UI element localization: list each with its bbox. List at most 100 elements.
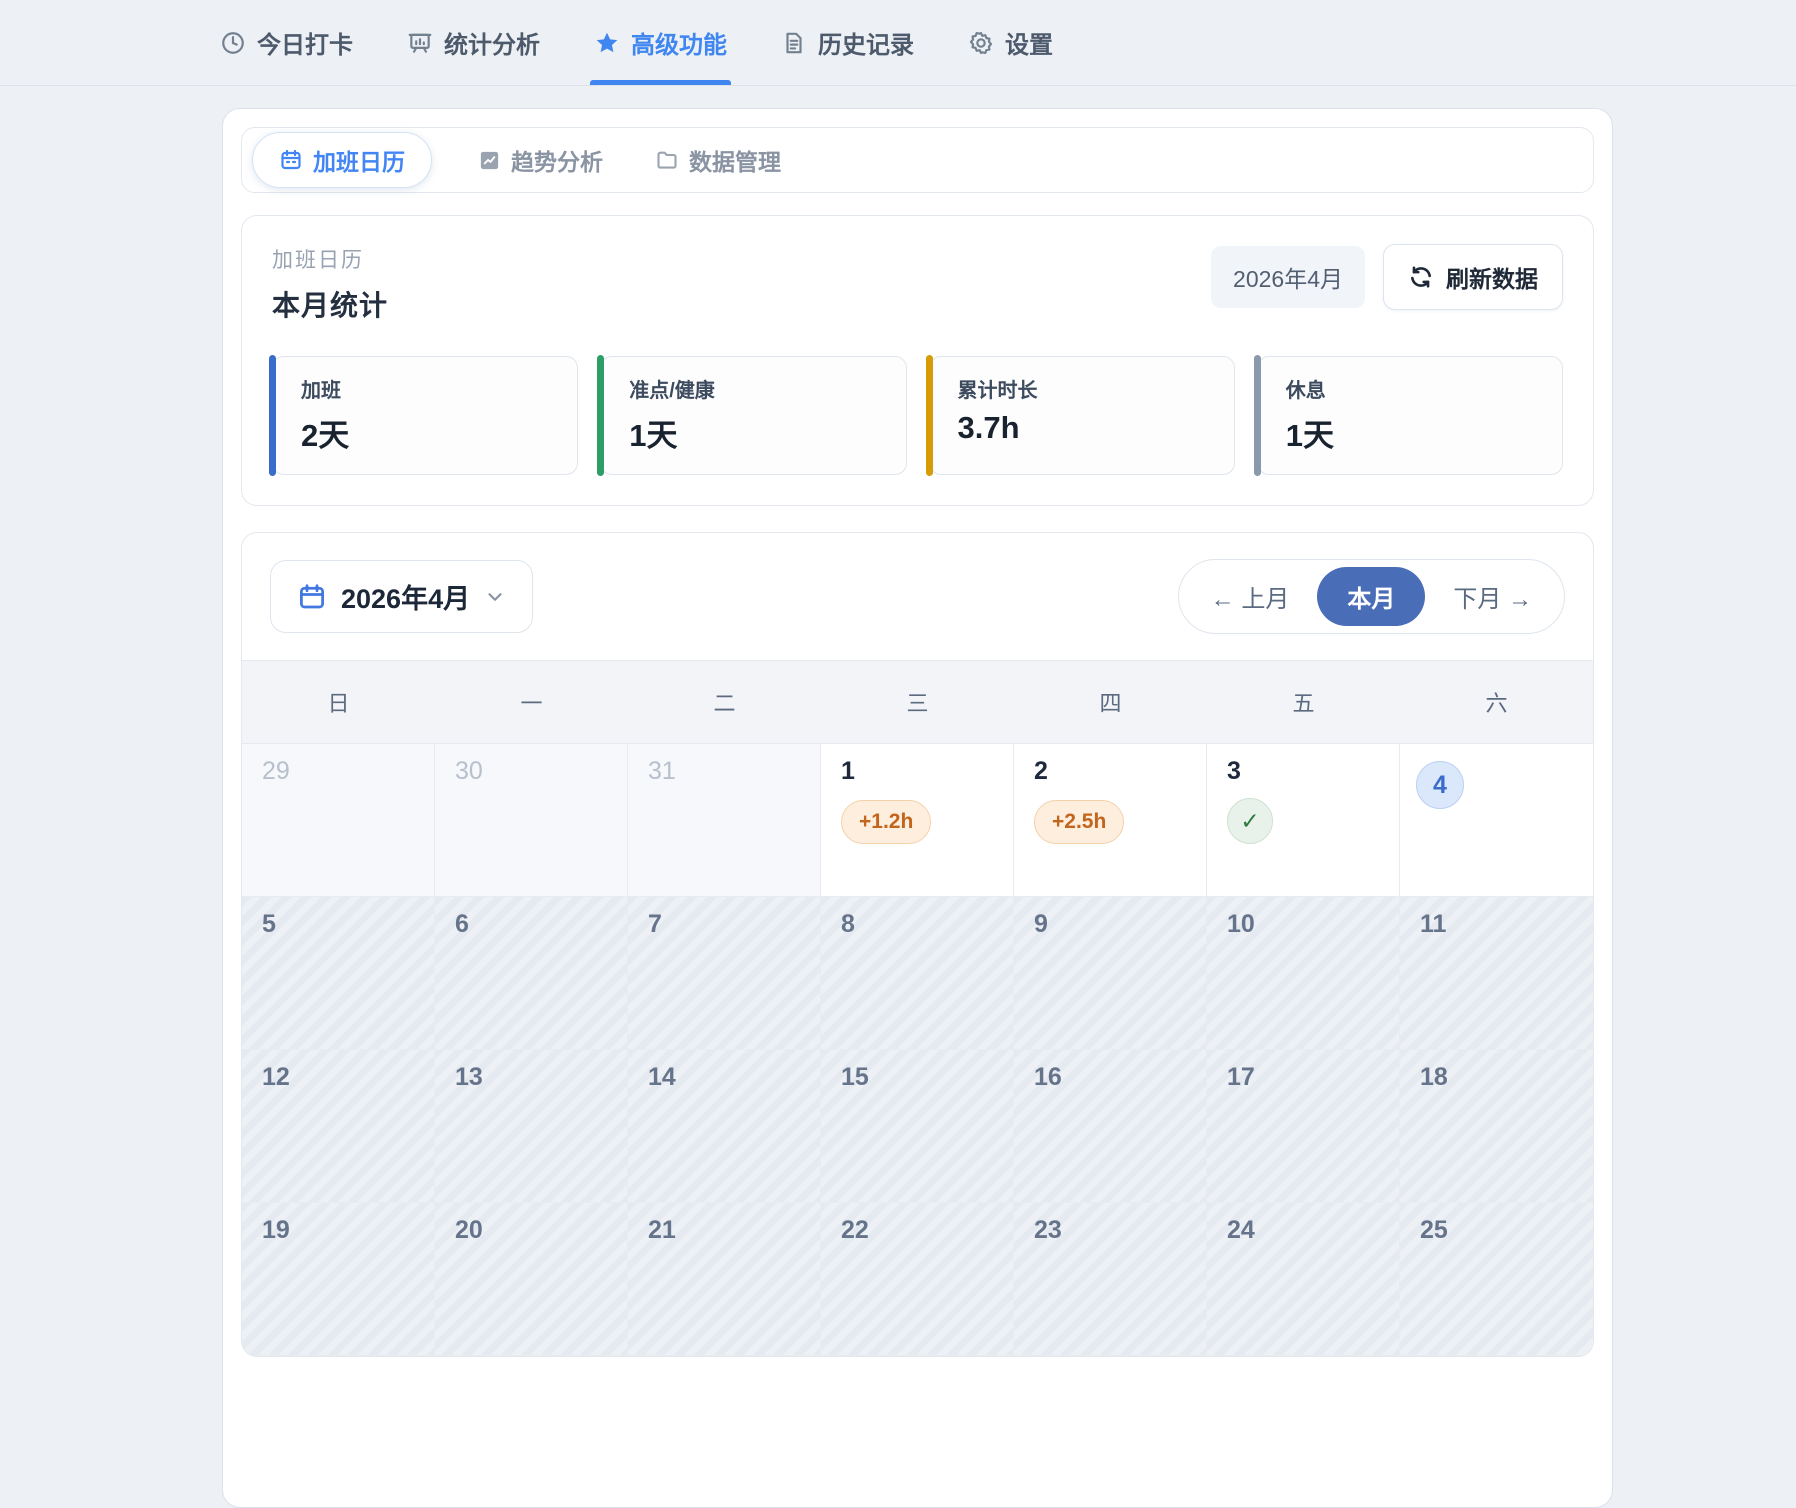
nav-tab-5[interactable]: 设置 bbox=[968, 0, 1053, 85]
nav-tab-1[interactable]: 今日打卡 bbox=[220, 0, 353, 85]
page-title: 本月统计 bbox=[272, 290, 389, 321]
day-cell-5[interactable]: 5 bbox=[242, 897, 435, 1050]
day-number: 13 bbox=[455, 1063, 483, 1091]
calendar-grid: 日 一 二 三 四 五 六 29 30 31 1 +1.2h 2 +2.5h 3 ✓ 4 5 6 7 8 9 10 11 12… bbox=[242, 660, 1593, 1356]
stat-label: 累计时长 bbox=[957, 380, 1038, 402]
nav-tab-4[interactable]: 历史记录 bbox=[781, 0, 914, 85]
weekday-label: 日 bbox=[327, 691, 350, 716]
month-badge: 2026年4月 bbox=[1211, 246, 1365, 308]
stat-label: 加班 bbox=[301, 380, 341, 402]
month-picker-label: 2026年4月 bbox=[341, 584, 471, 614]
day-cell-25[interactable]: 25 bbox=[1400, 1203, 1593, 1356]
day-cell-16[interactable]: 16 bbox=[1014, 1050, 1207, 1203]
day-cell-11[interactable]: 11 bbox=[1400, 897, 1593, 1050]
day-cell-13[interactable]: 13 bbox=[435, 1050, 628, 1203]
nav-tab-label: 高级功能 bbox=[631, 32, 727, 59]
current-month-button[interactable]: 本月 bbox=[1317, 567, 1426, 626]
day-number: 2 bbox=[1034, 757, 1048, 785]
day-number: 12 bbox=[262, 1063, 290, 1091]
day-cell-17[interactable]: 17 bbox=[1207, 1050, 1400, 1203]
day-cell-19[interactable]: 19 bbox=[242, 1203, 435, 1356]
weekday-label: 三 bbox=[906, 691, 929, 716]
day-cell-22[interactable]: 22 bbox=[821, 1203, 1014, 1356]
day-number: 15 bbox=[841, 1063, 869, 1091]
stat-card-4: 休息 1天 bbox=[1253, 355, 1563, 476]
calendar-week-row: 12 13 14 15 16 17 18 bbox=[242, 1050, 1593, 1203]
calendar-icon bbox=[297, 582, 327, 612]
day-cell-18[interactable]: 18 bbox=[1400, 1050, 1593, 1203]
weekday-label: 一 bbox=[520, 691, 543, 716]
subtab-bar: 加班日历 趋势分析 数据管理 bbox=[241, 127, 1594, 193]
refresh-button-label: 刷新数据 bbox=[1446, 266, 1538, 292]
day-cell-1[interactable]: 1 +1.2h bbox=[821, 744, 1014, 897]
weekday-label: 四 bbox=[1099, 691, 1122, 716]
stat-accent-bar bbox=[597, 355, 605, 476]
card-label: 加班日历 bbox=[272, 249, 364, 272]
trend-icon bbox=[478, 149, 501, 172]
prev-month-button[interactable]: ← 上月 bbox=[1210, 586, 1290, 613]
nav-tab-3[interactable]: 高级功能 bbox=[590, 0, 731, 85]
day-number: 5 bbox=[262, 910, 276, 938]
weekday-header-row: 日一二三四五六 bbox=[242, 661, 1593, 744]
day-number: 18 bbox=[1420, 1063, 1448, 1091]
day-number: 22 bbox=[841, 1216, 869, 1244]
active-tab-underline bbox=[590, 80, 731, 85]
subtab-label: 数据管理 bbox=[689, 149, 781, 175]
day-cell-21[interactable]: 21 bbox=[628, 1203, 821, 1356]
day-cell-14[interactable]: 14 bbox=[628, 1050, 821, 1203]
day-cell-31[interactable]: 31 bbox=[628, 744, 821, 897]
month-overview-card: 加班日历 本月统计 2026年4月 刷新数据 bbox=[241, 215, 1594, 506]
weekday-label: 六 bbox=[1485, 691, 1508, 716]
subtab-1[interactable]: 加班日历 bbox=[252, 132, 432, 188]
subtab-label: 趋势分析 bbox=[511, 149, 603, 175]
day-number: 19 bbox=[262, 1216, 290, 1244]
day-cell-24[interactable]: 24 bbox=[1207, 1203, 1400, 1356]
nav-tab-2[interactable]: 统计分析 bbox=[407, 0, 540, 85]
day-cell-9[interactable]: 9 bbox=[1014, 897, 1207, 1050]
day-cell-8[interactable]: 8 bbox=[821, 897, 1014, 1050]
next-month-button[interactable]: 下月 → bbox=[1453, 586, 1532, 613]
overtime-badge: +2.5h bbox=[1034, 800, 1125, 844]
day-number: 20 bbox=[455, 1216, 483, 1244]
day-number: 10 bbox=[1227, 910, 1255, 938]
day-cell-4[interactable]: 4 bbox=[1400, 744, 1593, 897]
day-cell-15[interactable]: 15 bbox=[821, 1050, 1014, 1203]
calendar-icon bbox=[279, 148, 303, 172]
weekday-label: 五 bbox=[1292, 691, 1315, 716]
day-cell-2[interactable]: 2 +2.5h bbox=[1014, 744, 1207, 897]
day-cell-6[interactable]: 6 bbox=[435, 897, 628, 1050]
star-icon bbox=[594, 30, 620, 56]
subtab-3[interactable]: 数据管理 bbox=[649, 133, 787, 187]
day-number: 11 bbox=[1420, 910, 1447, 938]
day-cell-29[interactable]: 29 bbox=[242, 744, 435, 897]
day-cell-12[interactable]: 12 bbox=[242, 1050, 435, 1203]
day-number: 9 bbox=[1034, 910, 1048, 938]
day-number: 17 bbox=[1227, 1063, 1255, 1091]
chart-board-icon bbox=[407, 30, 433, 56]
stat-accent-bar bbox=[925, 355, 933, 476]
nav-tab-label: 统计分析 bbox=[444, 32, 540, 59]
day-cell-7[interactable]: 7 bbox=[628, 897, 821, 1050]
weekday-label: 二 bbox=[713, 691, 736, 716]
day-cell-3[interactable]: 3 ✓ bbox=[1207, 744, 1400, 897]
folder-icon bbox=[655, 148, 679, 172]
stat-value: 1天 bbox=[629, 418, 678, 453]
refresh-data-button[interactable]: 刷新数据 bbox=[1383, 244, 1563, 310]
day-cell-10[interactable]: 10 bbox=[1207, 897, 1400, 1050]
day-number: 6 bbox=[455, 910, 469, 938]
day-cell-23[interactable]: 23 bbox=[1014, 1203, 1207, 1356]
day-number: 24 bbox=[1227, 1216, 1255, 1244]
day-number: 25 bbox=[1420, 1216, 1448, 1244]
stat-label: 准点/健康 bbox=[629, 380, 715, 402]
subtab-2[interactable]: 趋势分析 bbox=[472, 133, 609, 187]
stat-value: 3.7h bbox=[957, 410, 1020, 445]
check-icon: ✓ bbox=[1227, 798, 1273, 844]
calendar-card: 2026年4月 ← 上月 本月 下月 → 日一二三四五六 29 30 31 1 +1.2… bbox=[241, 532, 1594, 1357]
stat-card-2: 准点/健康 1天 bbox=[597, 355, 907, 476]
day-number: 7 bbox=[648, 910, 662, 938]
day-cell-20[interactable]: 20 bbox=[435, 1203, 628, 1356]
day-number: 8 bbox=[841, 910, 855, 938]
day-cell-30[interactable]: 30 bbox=[435, 744, 628, 897]
month-picker[interactable]: 2026年4月 bbox=[270, 560, 534, 633]
stat-accent-bar bbox=[269, 355, 276, 476]
